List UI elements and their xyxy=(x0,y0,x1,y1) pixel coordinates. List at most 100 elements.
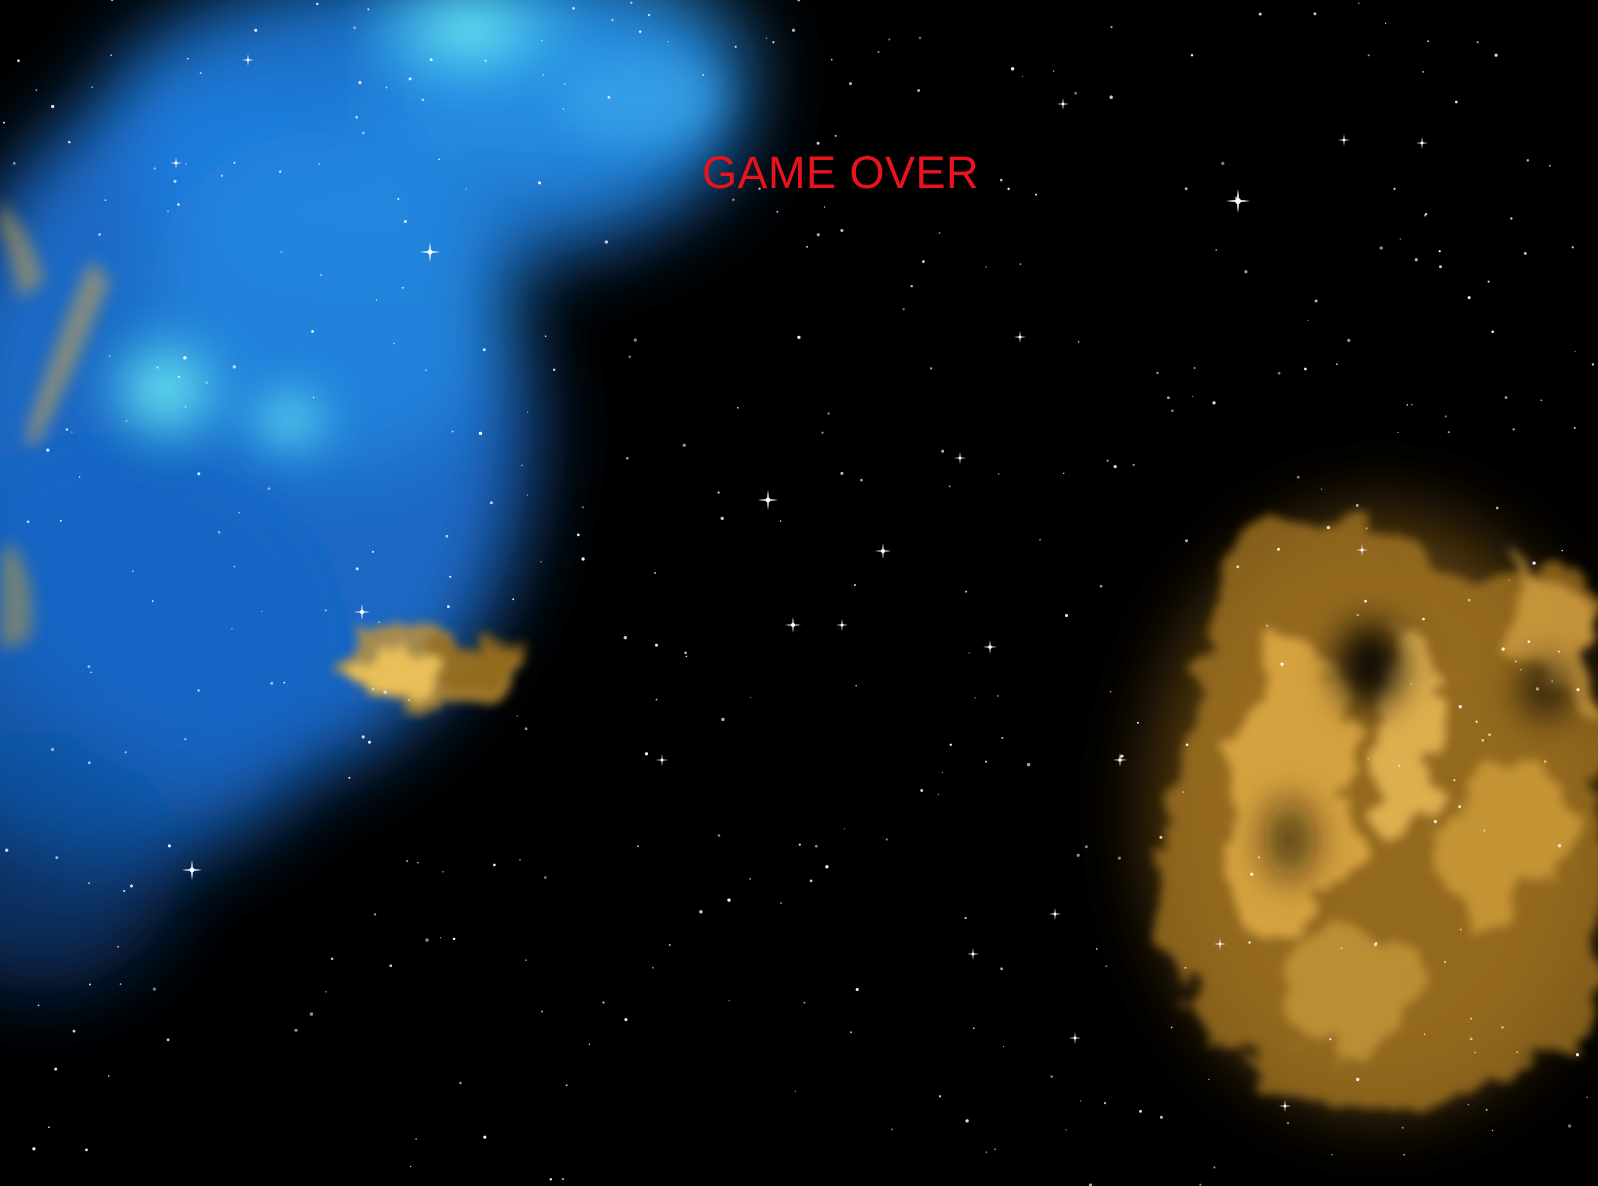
star xyxy=(602,1001,605,1004)
star xyxy=(1586,1096,1588,1098)
star xyxy=(91,86,94,89)
star xyxy=(1064,613,1069,618)
star xyxy=(401,286,404,289)
star xyxy=(1208,1078,1210,1081)
star xyxy=(88,882,90,884)
star xyxy=(1414,258,1418,262)
star xyxy=(482,348,486,352)
star xyxy=(772,41,775,44)
star xyxy=(429,58,433,61)
star xyxy=(985,1151,988,1153)
star xyxy=(1470,1017,1473,1020)
star xyxy=(1336,363,1338,366)
star xyxy=(1397,431,1399,434)
star xyxy=(749,877,752,880)
star xyxy=(1427,40,1430,43)
star xyxy=(667,40,669,43)
star xyxy=(1364,599,1367,603)
star xyxy=(964,916,967,920)
star xyxy=(526,494,529,496)
star xyxy=(197,689,200,692)
star xyxy=(130,884,133,888)
star xyxy=(1379,246,1383,250)
star xyxy=(1113,465,1117,469)
star xyxy=(348,776,351,779)
star xyxy=(1331,1154,1333,1156)
star xyxy=(633,338,637,342)
star xyxy=(1367,54,1370,57)
star xyxy=(750,696,752,699)
star xyxy=(1244,270,1248,274)
star xyxy=(968,652,970,654)
star xyxy=(1476,41,1479,44)
star xyxy=(604,240,608,244)
sparkle-star-core xyxy=(881,549,885,553)
star xyxy=(270,681,274,685)
star xyxy=(1398,764,1401,767)
star xyxy=(922,260,925,263)
star xyxy=(484,59,487,62)
star xyxy=(1248,941,1251,944)
star xyxy=(1410,403,1413,406)
star xyxy=(318,163,321,165)
star xyxy=(383,690,387,694)
star xyxy=(997,473,1000,475)
star xyxy=(1000,967,1003,971)
star xyxy=(1171,409,1174,413)
star xyxy=(177,203,180,206)
star xyxy=(361,735,365,739)
star xyxy=(1523,252,1527,255)
star xyxy=(320,273,323,276)
star xyxy=(1576,688,1580,692)
star xyxy=(220,174,224,177)
star xyxy=(985,266,987,268)
star xyxy=(1384,22,1387,24)
star xyxy=(375,299,378,301)
star xyxy=(1557,844,1562,848)
star xyxy=(1488,733,1492,737)
star xyxy=(1340,947,1343,950)
star xyxy=(1191,395,1194,398)
star xyxy=(1286,1122,1290,1125)
star xyxy=(853,583,856,587)
star xyxy=(994,1148,996,1151)
star xyxy=(1265,624,1269,627)
star xyxy=(684,651,687,655)
star xyxy=(1079,1100,1082,1102)
star xyxy=(860,478,863,482)
star xyxy=(1050,1075,1053,1078)
star xyxy=(1526,159,1530,162)
star xyxy=(87,761,91,765)
star xyxy=(205,381,208,384)
star xyxy=(283,681,286,684)
star xyxy=(717,834,721,837)
star xyxy=(1257,856,1260,859)
sparkle-star-core xyxy=(791,623,795,627)
star xyxy=(451,430,454,433)
star xyxy=(1356,1077,1360,1082)
star xyxy=(1543,760,1547,763)
star xyxy=(1367,758,1370,760)
star xyxy=(1212,401,1216,405)
star xyxy=(1170,1026,1173,1029)
star xyxy=(1039,538,1042,541)
star xyxy=(445,534,449,538)
star xyxy=(51,104,55,109)
star xyxy=(72,1029,76,1033)
star xyxy=(1458,705,1462,709)
star xyxy=(89,983,91,986)
star xyxy=(152,987,157,991)
star xyxy=(483,1135,487,1139)
star xyxy=(581,506,584,509)
star xyxy=(424,369,427,372)
star xyxy=(1444,415,1447,418)
star xyxy=(177,375,180,378)
sparkle-star-core xyxy=(1218,942,1222,946)
star xyxy=(309,1012,314,1016)
star xyxy=(1485,1108,1488,1111)
star xyxy=(1105,965,1108,968)
star xyxy=(728,1000,730,1002)
star xyxy=(1136,721,1139,724)
